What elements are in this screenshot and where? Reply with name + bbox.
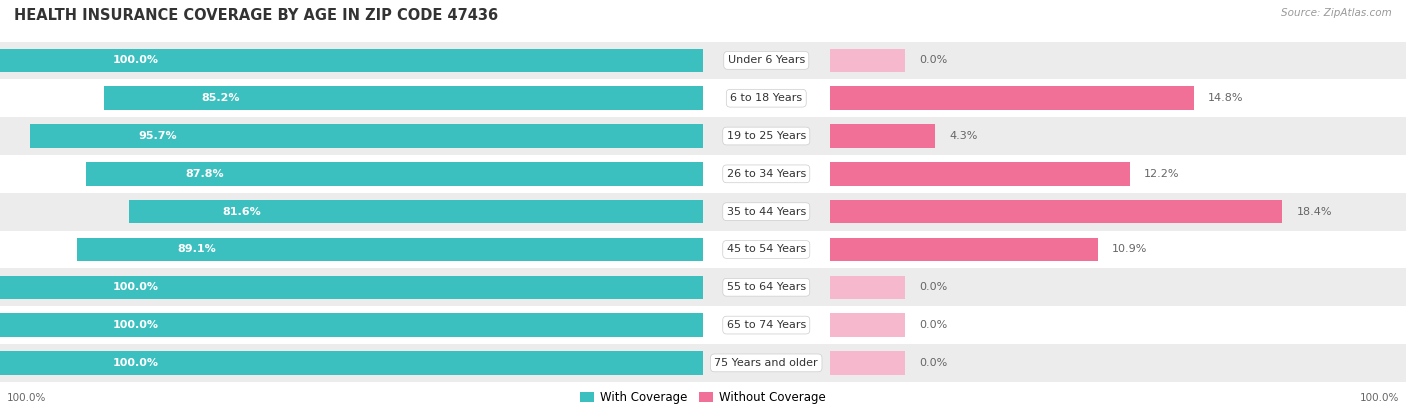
Text: 19 to 25 Years: 19 to 25 Years: [727, 131, 806, 141]
Text: 100.0%: 100.0%: [112, 358, 159, 368]
Bar: [830, 238, 1098, 261]
Legend: With Coverage, Without Coverage: With Coverage, Without Coverage: [575, 387, 831, 409]
Bar: [77, 238, 703, 261]
Bar: [830, 276, 905, 299]
Bar: [0, 344, 1406, 382]
Text: 100.0%: 100.0%: [1360, 393, 1399, 403]
Text: 100.0%: 100.0%: [112, 282, 159, 292]
Bar: [0, 269, 1406, 306]
Bar: [0, 351, 703, 375]
Bar: [0, 117, 1406, 155]
Text: HEALTH INSURANCE COVERAGE BY AGE IN ZIP CODE 47436: HEALTH INSURANCE COVERAGE BY AGE IN ZIP …: [14, 8, 498, 23]
Text: 45 to 54 Years: 45 to 54 Years: [727, 244, 806, 254]
Bar: [830, 313, 905, 337]
Bar: [86, 162, 703, 186]
Text: 14.8%: 14.8%: [1208, 93, 1243, 103]
Text: 100.0%: 100.0%: [112, 320, 159, 330]
Text: 81.6%: 81.6%: [222, 207, 262, 217]
Bar: [0, 276, 703, 299]
Bar: [830, 124, 935, 148]
Text: 35 to 44 Years: 35 to 44 Years: [727, 207, 806, 217]
Text: Source: ZipAtlas.com: Source: ZipAtlas.com: [1281, 8, 1392, 18]
Bar: [0, 306, 1406, 344]
Text: 85.2%: 85.2%: [201, 93, 239, 103]
Text: 87.8%: 87.8%: [186, 169, 224, 179]
Bar: [30, 124, 703, 148]
Text: 100.0%: 100.0%: [7, 393, 46, 403]
Bar: [830, 351, 905, 375]
Bar: [830, 49, 905, 72]
Bar: [0, 155, 1406, 193]
Bar: [0, 231, 1406, 269]
Text: 12.2%: 12.2%: [1144, 169, 1180, 179]
Text: 0.0%: 0.0%: [920, 282, 948, 292]
Text: 55 to 64 Years: 55 to 64 Years: [727, 282, 806, 292]
Text: 95.7%: 95.7%: [138, 131, 177, 141]
Text: 0.0%: 0.0%: [920, 320, 948, 330]
Bar: [129, 200, 703, 223]
Text: 4.3%: 4.3%: [949, 131, 977, 141]
Text: 26 to 34 Years: 26 to 34 Years: [727, 169, 806, 179]
Text: 0.0%: 0.0%: [920, 358, 948, 368]
Text: 6 to 18 Years: 6 to 18 Years: [730, 93, 803, 103]
Bar: [0, 42, 1406, 79]
Bar: [0, 193, 1406, 231]
Bar: [830, 200, 1282, 223]
Text: 18.4%: 18.4%: [1296, 207, 1331, 217]
Bar: [104, 86, 703, 110]
Text: 75 Years and older: 75 Years and older: [714, 358, 818, 368]
Bar: [0, 49, 703, 72]
Bar: [0, 313, 703, 337]
Text: 100.0%: 100.0%: [112, 56, 159, 66]
Bar: [0, 79, 1406, 117]
Bar: [830, 162, 1130, 186]
Text: 10.9%: 10.9%: [1112, 244, 1147, 254]
Text: 65 to 74 Years: 65 to 74 Years: [727, 320, 806, 330]
Text: 0.0%: 0.0%: [920, 56, 948, 66]
Text: Under 6 Years: Under 6 Years: [728, 56, 804, 66]
Bar: [830, 86, 1194, 110]
Text: 89.1%: 89.1%: [177, 244, 217, 254]
